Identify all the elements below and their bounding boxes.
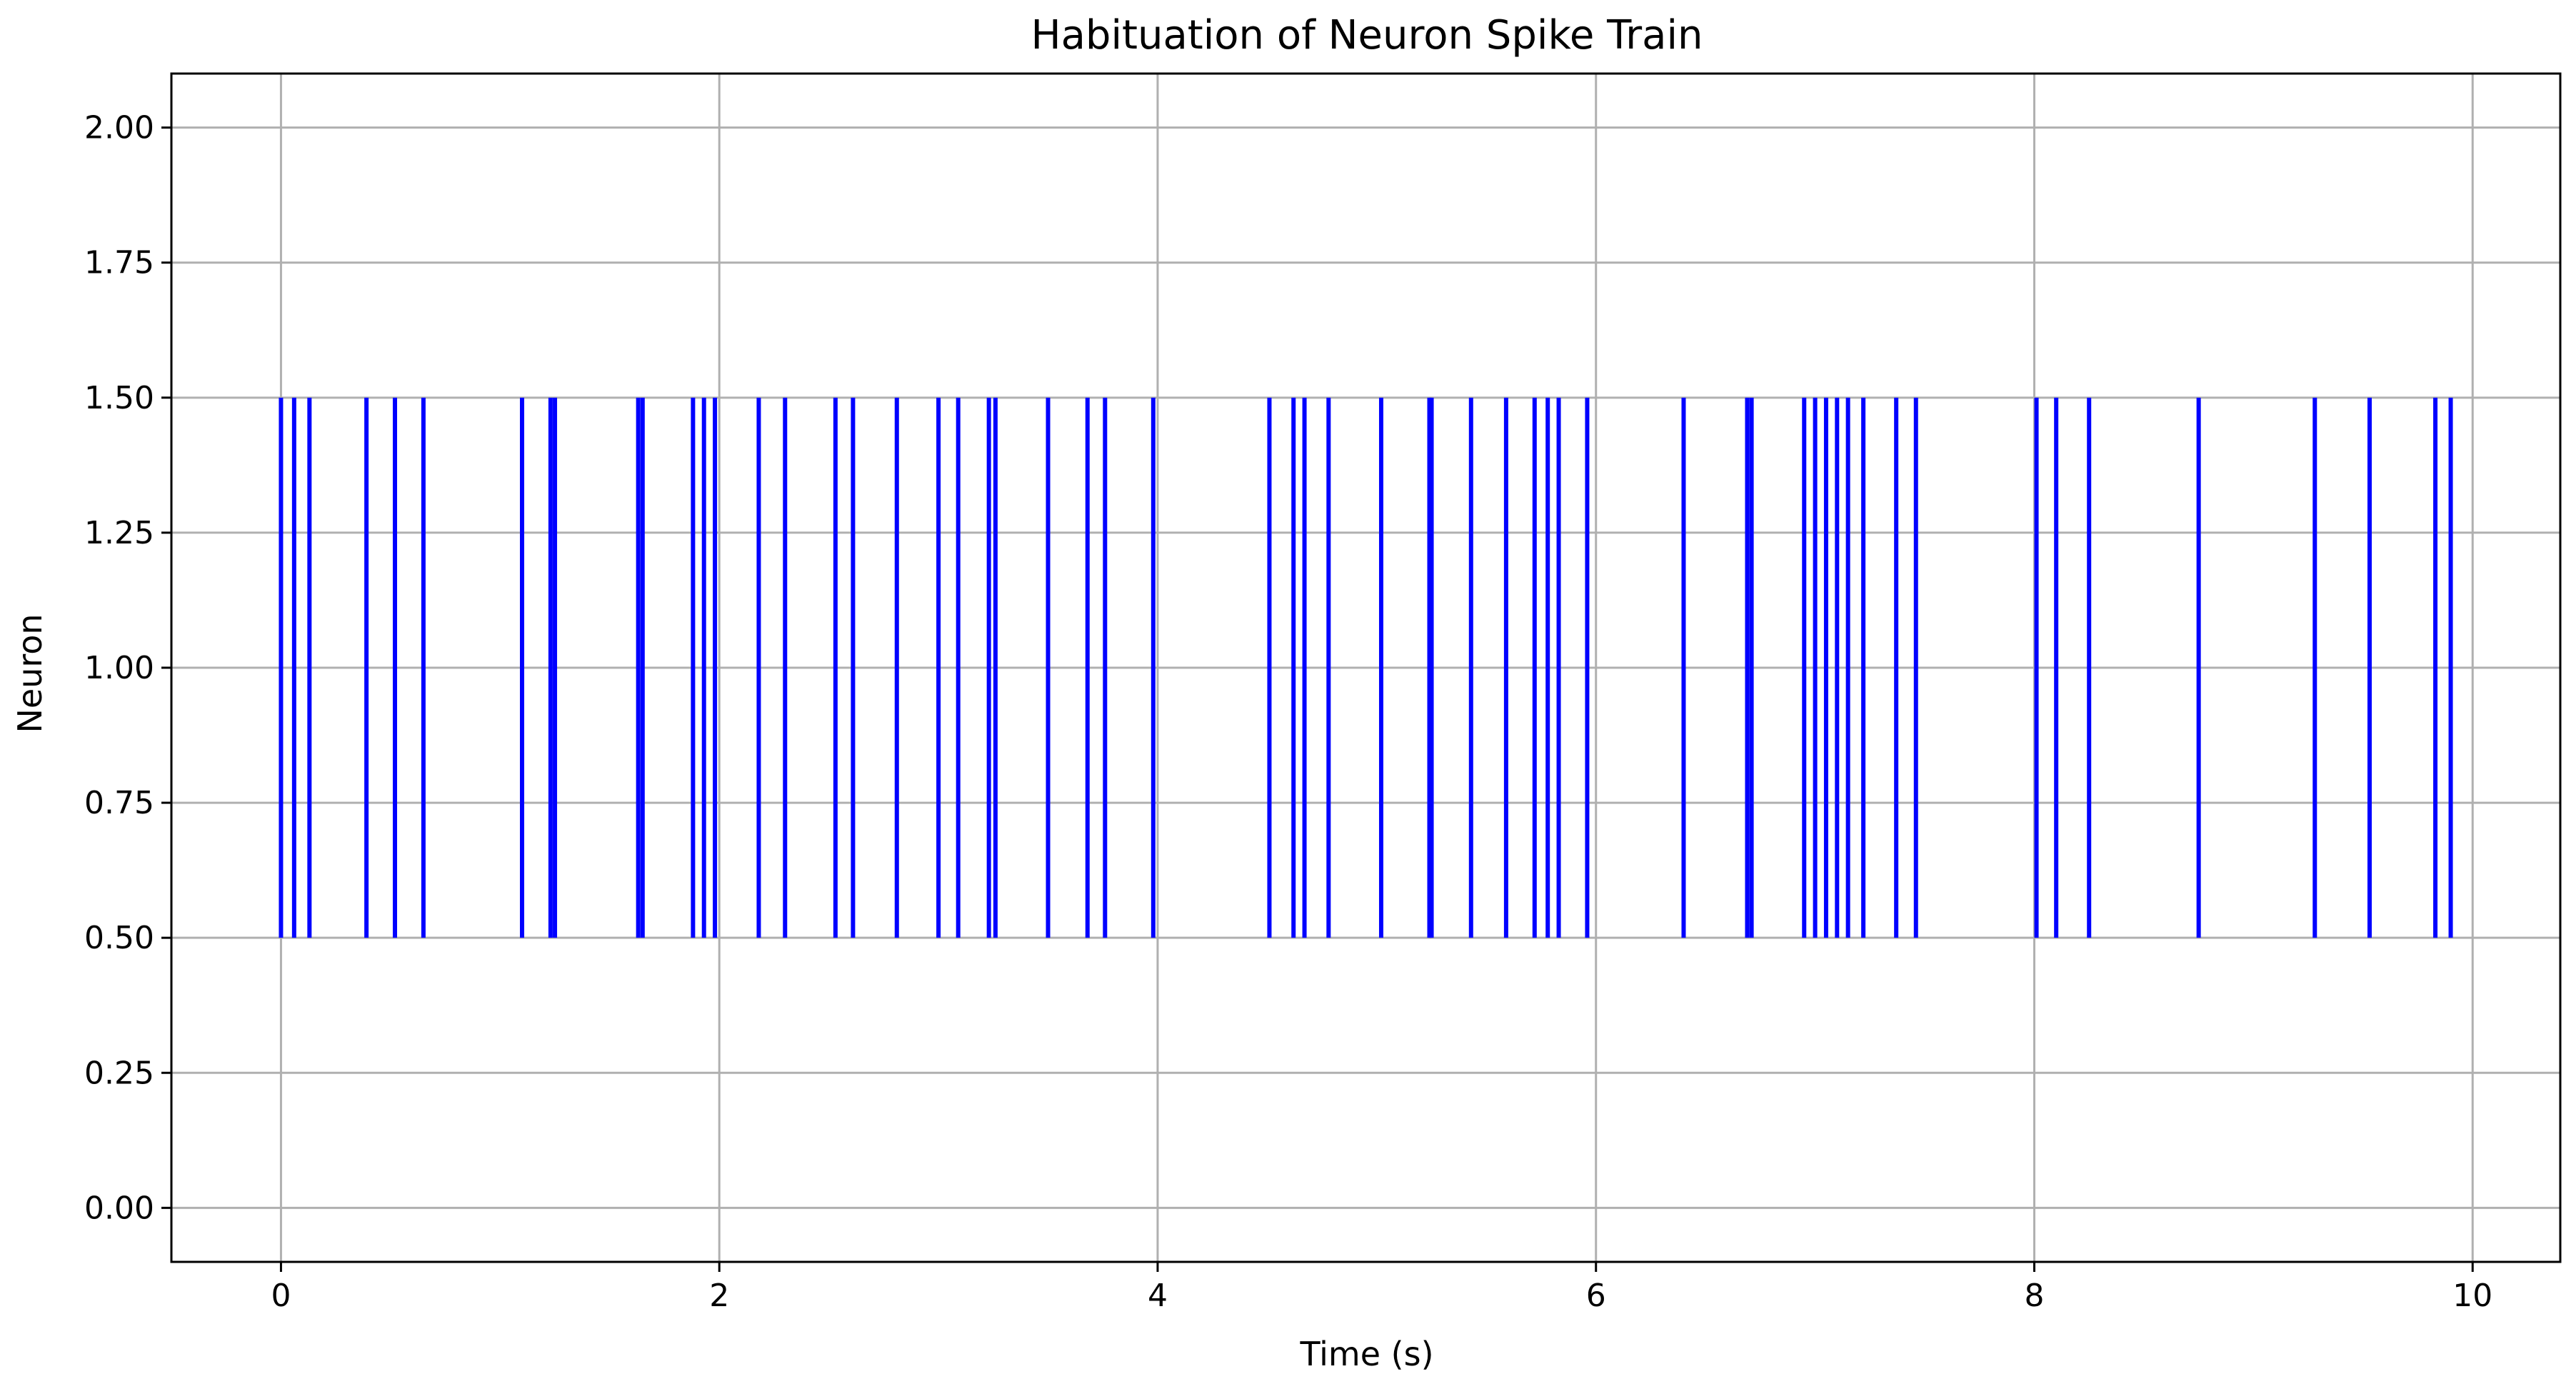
y-tick-label: 0.25 [84, 1055, 154, 1091]
y-axis-label: Neuron [11, 613, 49, 733]
spike-layer [279, 397, 2453, 938]
y-tick-label: 1.75 [84, 245, 154, 281]
y-tick-label: 2.00 [84, 110, 154, 146]
grid-layer [171, 74, 2560, 1262]
x-axis-label: Time (s) [1299, 1335, 1433, 1373]
x-tick-label: 0 [271, 1278, 291, 1314]
x-tick-label: 10 [2452, 1278, 2492, 1314]
y-tick-label: 1.50 [84, 380, 154, 416]
x-tick-label: 6 [1586, 1278, 1606, 1314]
y-tick-label: 0.00 [84, 1190, 154, 1226]
y-tick-label: 0.50 [84, 920, 154, 956]
y-tick-label: 1.00 [84, 650, 154, 686]
y-tick-label: 0.75 [84, 785, 154, 821]
x-tick-label: 4 [1148, 1278, 1168, 1314]
chart-title: Habituation of Neuron Spike Train [1031, 12, 1703, 59]
y-tick-label: 1.25 [84, 515, 154, 551]
tick-layer: 0 2 4 6 8 10 0.00 0.25 0.50 0.75 1.00 1.25 1.50 1.75 2… [84, 110, 2492, 1314]
x-tick-label: 8 [2024, 1278, 2044, 1314]
x-tick-label: 2 [709, 1278, 729, 1314]
